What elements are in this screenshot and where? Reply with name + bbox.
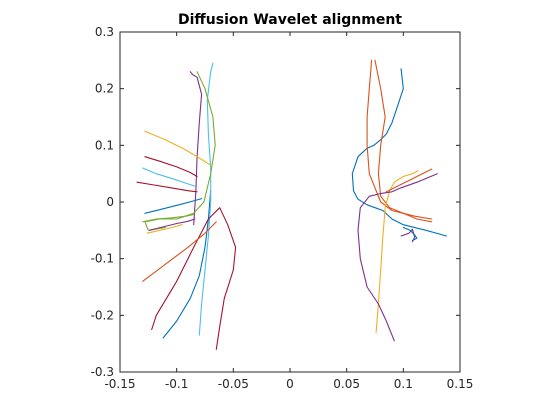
- series-line-14: [146, 224, 183, 234]
- series-line-22: [402, 226, 418, 242]
- series-line-16: [366, 59, 433, 220]
- series-line-9: [142, 167, 196, 187]
- series-line-17: [374, 59, 433, 223]
- series-line-13: [148, 218, 196, 231]
- x-tick-label: -0.1: [165, 377, 188, 391]
- x-tick-label: 0.15: [447, 377, 474, 391]
- series-line-3: [151, 207, 237, 350]
- series-line-19: [357, 173, 438, 342]
- y-tick-label: -0.3: [91, 365, 114, 379]
- y-tick-label: -0.1: [91, 252, 114, 266]
- x-tick-label: -0.15: [104, 377, 135, 391]
- chart-title: Diffusion Wavelet alignment: [178, 12, 402, 28]
- plot-area: [136, 59, 447, 350]
- x-tick-label: 0: [286, 377, 294, 391]
- axes-box: [119, 31, 461, 373]
- y-tick-label: 0.1: [95, 138, 114, 152]
- y-tick-label: 0.3: [95, 25, 114, 39]
- x-tick-label: 0.1: [394, 377, 413, 391]
- series-line-5: [189, 71, 203, 226]
- x-tick-label: 0.05: [333, 377, 360, 391]
- series-line-6: [144, 71, 216, 231]
- y-tick-label: 0: [106, 195, 114, 209]
- x-axis: -0.15 -0.1 -0.05 0 0.05 0.1 0.15: [104, 32, 473, 391]
- series-line-8: [144, 156, 198, 178]
- series-line-4: [142, 221, 217, 282]
- series-line-21: [400, 228, 416, 243]
- series-line-18: [375, 170, 419, 333]
- series-line-15: [351, 68, 447, 237]
- series-line-20: [385, 168, 433, 193]
- y-tick-label: -0.2: [91, 308, 114, 322]
- y-axis: -0.3 -0.2 -0.1 0 0.1 0.2 0.3: [91, 25, 460, 379]
- series-line-12: [142, 213, 195, 223]
- series-line-11: [144, 198, 203, 214]
- series-line-1: [162, 190, 212, 339]
- series-line-10: [136, 181, 198, 193]
- series-line-2: [198, 62, 214, 336]
- x-tick-label: -0.05: [218, 377, 249, 391]
- y-tick-label: 0.2: [95, 82, 114, 96]
- series-line-7: [144, 130, 212, 166]
